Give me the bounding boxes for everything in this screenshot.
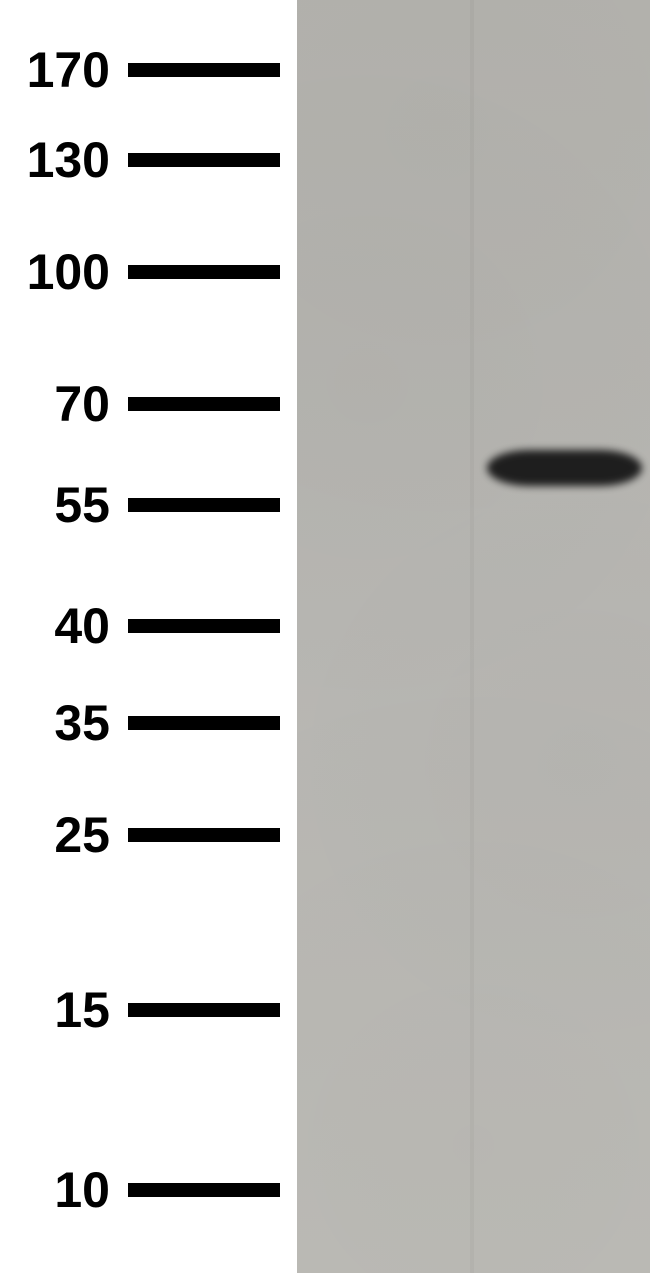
mw-tick-15 [128,1003,280,1017]
mw-label-55: 55 [0,480,110,530]
lane-divider [470,0,474,1273]
mw-label-text: 70 [54,376,110,432]
mw-label-text: 15 [54,982,110,1038]
mw-tick-70 [128,397,280,411]
mw-tick-130 [128,153,280,167]
mw-tick-170 [128,63,280,77]
mw-label-text: 130 [27,132,110,188]
mw-label-40: 40 [0,601,110,651]
mw-label-35: 35 [0,698,110,748]
blot-membrane [297,0,650,1273]
western-blot-figure: 170 130 100 70 55 40 35 25 15 10 [0,0,650,1273]
mw-tick-35 [128,716,280,730]
mw-label-text: 170 [27,42,110,98]
mw-label-text: 25 [54,807,110,863]
mw-label-130: 130 [0,135,110,185]
mw-label-10: 10 [0,1165,110,1215]
mw-label-25: 25 [0,810,110,860]
mw-label-text: 10 [54,1162,110,1218]
mw-label-100: 100 [0,247,110,297]
mw-tick-25 [128,828,280,842]
mw-label-170: 170 [0,45,110,95]
mw-label-text: 40 [54,598,110,654]
mw-tick-40 [128,619,280,633]
mw-label-70: 70 [0,379,110,429]
mw-tick-10 [128,1183,280,1197]
mw-tick-100 [128,265,280,279]
protein-band-lane2 [487,450,642,486]
mw-label-15: 15 [0,985,110,1035]
mw-tick-55 [128,498,280,512]
mw-label-text: 55 [54,477,110,533]
mw-label-text: 100 [27,244,110,300]
mw-label-text: 35 [54,695,110,751]
